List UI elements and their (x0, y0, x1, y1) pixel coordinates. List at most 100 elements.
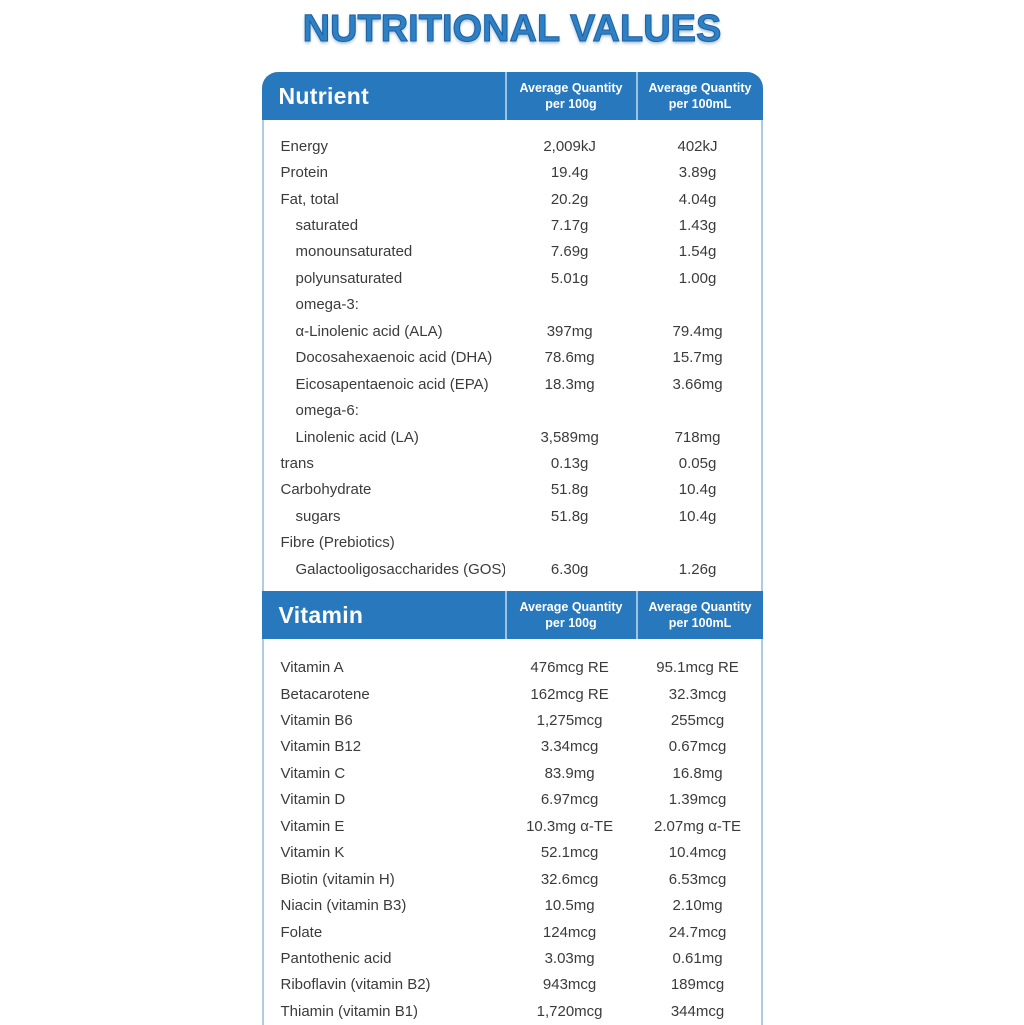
column-header-line2: per 100g (545, 97, 597, 111)
section-body-vitamin: Vitamin A 476mcg RE 95.1mcg RE Betacarotene… (261, 639, 763, 1025)
row-value-per-100ml: 2.07mg α-TE (654, 817, 742, 835)
row-label: Carbohydrate (280, 481, 372, 499)
row-label: Galactooligosaccharides (GOS) (295, 560, 505, 578)
table-row: omega-3: (264, 292, 761, 318)
column-header-line1: Average Quantity (519, 600, 623, 615)
column-header-line2: per 100g (545, 616, 597, 631)
column-header-per-100ml: Average Quantity per 100mL (635, 591, 763, 640)
row-value-per-100ml: 0.67mcg (668, 738, 727, 756)
table-row: Galactooligosaccharides (GOS) 6.30g 1.26g (264, 556, 761, 582)
row-value-per-100g: 52.1mcg (540, 844, 599, 862)
row-value-per-100ml: 255mcg (670, 712, 725, 730)
row-value-per-100g: 3,589mg (540, 428, 599, 446)
row-label: Vitamin A (280, 659, 344, 677)
table-row: omega-6: (264, 397, 761, 423)
column-header-per-100ml: Average Quantity per 100mL (635, 72, 763, 120)
row-value-per-100g: 78.6mg (544, 349, 595, 367)
row-label: Niacin (vitamin B3) (280, 897, 407, 915)
table-row: Niacin (vitamin B3) 10.5mg 2.10mg (264, 892, 761, 918)
row-label: Fat, total (280, 190, 339, 208)
row-label: Vitamin C (280, 764, 346, 782)
table-row: Vitamin B6 1,275mcg 255mcg (264, 707, 761, 733)
table-row: Vitamin B12 3.34mcg 0.67mcg (264, 734, 761, 760)
row-label: Folate (280, 923, 323, 941)
row-label: monounsaturated (295, 243, 413, 261)
row-value-per-100g: 5.01g (550, 269, 589, 287)
row-value-per-100ml: 79.4mg (672, 322, 723, 340)
table-row: Eicosapentaenoic acid (EPA) 18.3mg 3.66mg (264, 371, 761, 397)
table-row: Vitamin E 10.3mg α-TE 2.07mg α-TE (264, 813, 761, 839)
row-label: Energy (280, 137, 329, 155)
row-value-per-100ml: 6.53mcg (668, 870, 727, 888)
row-value-per-100g: 476mcg RE (530, 659, 609, 677)
table-row: Protein 19.4g 3.89g (264, 159, 761, 185)
row-value-per-100ml: 10.4g (678, 481, 717, 499)
row-value-per-100g: 51.8g (550, 507, 589, 525)
column-header-line1: Average Quantity (648, 600, 752, 615)
row-value-per-100g: 3.03mg (544, 949, 595, 967)
row-value-per-100g: 32.6mcg (540, 870, 599, 888)
table-row: Biotin (vitamin H) 32.6mcg 6.53mcg (264, 866, 761, 892)
row-label: omega-3: (295, 296, 359, 314)
table-row: Pantothenic acid 3.03mg 0.61mg (264, 945, 761, 971)
row-value-per-100ml: 718mg (674, 428, 721, 446)
row-value-per-100ml: 0.61mg (672, 949, 723, 967)
row-value-per-100ml: 2.10mg (672, 897, 723, 915)
section-header-nutrient: Nutrient Average Quantity per 100g Average … (261, 72, 763, 120)
row-value-per-100g: 1,275mcg (536, 712, 603, 730)
table-row: Vitamin A 476mcg RE 95.1mcg RE (264, 654, 761, 680)
row-label: Vitamin K (280, 844, 345, 862)
row-value-per-100ml: 95.1mcg RE (656, 659, 739, 677)
row-label: Linolenic acid (LA) (295, 428, 419, 446)
row-value-per-100ml: 32.3mcg (668, 685, 727, 703)
row-label: Protein (280, 164, 329, 182)
row-label: Biotin (vitamin H) (280, 870, 395, 888)
row-label: Vitamin B12 (280, 738, 362, 756)
row-label: Thiamin (vitamin B1) (280, 1002, 419, 1020)
row-label: Fibre (Prebiotics) (280, 534, 395, 552)
row-label: omega-6: (295, 402, 359, 420)
row-label: Vitamin B6 (280, 712, 353, 730)
row-value-per-100ml: 402kJ (677, 137, 718, 155)
table-row: Carbohydrate 51.8g 10.4g (264, 477, 761, 503)
column-header-line2: per 100mL (668, 616, 732, 631)
row-value-per-100g: 1,720mcg (536, 1002, 603, 1020)
row-label: Vitamin D (280, 791, 346, 809)
row-value-per-100ml: 0.05g (678, 454, 717, 472)
row-label: Riboflavin (vitamin B2) (280, 976, 431, 994)
row-value-per-100g: 18.3mg (544, 375, 595, 393)
row-value-per-100ml: 189mcg (670, 976, 725, 994)
table-row: monounsaturated 7.69g 1.54g (264, 239, 761, 265)
row-value-per-100ml: 3.89g (678, 164, 717, 182)
row-label: sugars (295, 507, 341, 525)
table-row: Fat, total 20.2g 4.04g (264, 186, 761, 212)
column-header-line2: per 100mL (668, 97, 732, 111)
table-row: saturated 7.17g 1.43g (264, 212, 761, 238)
row-label: Pantothenic acid (280, 949, 392, 967)
row-label: polyunsaturated (295, 269, 403, 287)
table-row: trans 0.13g 0.05g (264, 450, 761, 476)
table-row: Vitamin C 83.9mg 16.8mg (264, 760, 761, 786)
nutrition-table: Nutrient Average Quantity per 100g Average … (261, 72, 763, 1025)
row-value-per-100ml: 4.04g (678, 190, 717, 208)
section-header-vitamin: Vitamin Average Quantity per 100g Average Q… (261, 591, 763, 640)
row-value-per-100g: 83.9mg (544, 764, 595, 782)
row-value-per-100ml: 3.66mg (672, 375, 723, 393)
table-row: Linolenic acid (LA) 3,589mg 718mg (264, 424, 761, 450)
row-value-per-100ml: 15.7mg (672, 349, 723, 367)
row-value-per-100g: 7.17g (550, 217, 589, 235)
row-label: Eicosapentaenoic acid (EPA) (295, 375, 489, 393)
row-value-per-100g: 51.8g (550, 481, 589, 499)
table-row: α-Linolenic acid (ALA) 397mg 79.4mg (264, 318, 761, 344)
row-value-per-100ml: 24.7mcg (668, 923, 727, 941)
row-label: α-Linolenic acid (ALA) (295, 322, 443, 340)
section-header-label: Vitamin (278, 601, 364, 628)
row-label: trans (280, 454, 314, 472)
row-value-per-100g: 10.3mg α-TE (526, 817, 614, 835)
page-title: NUTRITIONAL VALUES (302, 8, 722, 51)
table-row: Riboflavin (vitamin B2) 943mcg 189mcg (264, 972, 761, 998)
column-header-line1: Average Quantity (519, 81, 623, 95)
table-row: Docosahexaenoic acid (DHA) 78.6mg 15.7mg (264, 345, 761, 371)
section-header-label: Nutrient (278, 82, 370, 109)
row-value-per-100g: 124mcg (542, 923, 597, 941)
